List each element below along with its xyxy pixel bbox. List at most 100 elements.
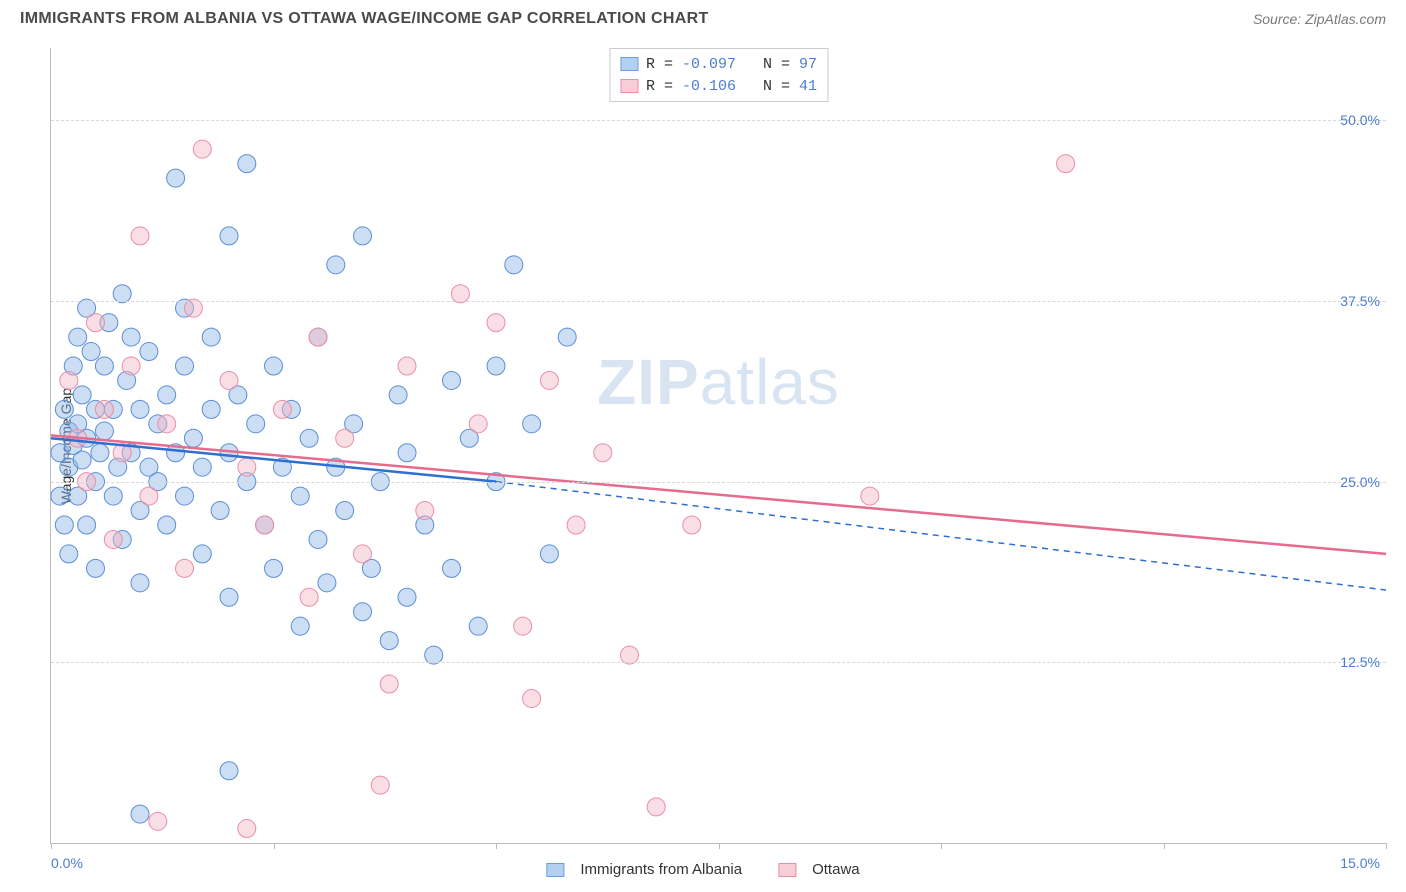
data-point bbox=[291, 617, 309, 635]
data-point bbox=[273, 400, 291, 418]
data-point bbox=[487, 314, 505, 332]
data-point bbox=[238, 155, 256, 173]
data-point bbox=[567, 516, 585, 534]
gridline-h bbox=[51, 662, 1386, 663]
legend-label-series-2: Ottawa bbox=[812, 861, 860, 878]
y-tick-label: 37.5% bbox=[1340, 293, 1380, 309]
data-point bbox=[647, 798, 665, 816]
scatter-plot-svg bbox=[51, 48, 1386, 843]
data-point bbox=[149, 812, 167, 830]
data-point bbox=[523, 415, 541, 433]
data-point bbox=[861, 487, 879, 505]
data-point bbox=[202, 328, 220, 346]
trend-line-extrapolated bbox=[496, 482, 1386, 590]
data-point bbox=[131, 400, 149, 418]
data-point bbox=[104, 530, 122, 548]
data-point bbox=[487, 357, 505, 375]
data-point bbox=[55, 400, 73, 418]
legend-item-series-1: Immigrants from Albania bbox=[546, 861, 742, 878]
data-point bbox=[443, 559, 461, 577]
data-point bbox=[87, 559, 105, 577]
legend-item-series-2: Ottawa bbox=[778, 861, 860, 878]
data-point bbox=[220, 371, 238, 389]
data-point bbox=[398, 588, 416, 606]
data-point bbox=[247, 415, 265, 433]
data-point bbox=[140, 487, 158, 505]
data-point bbox=[60, 371, 78, 389]
data-point bbox=[122, 328, 140, 346]
data-point bbox=[91, 444, 109, 462]
y-tick-label: 25.0% bbox=[1340, 474, 1380, 490]
data-point bbox=[176, 357, 194, 375]
data-point bbox=[95, 400, 113, 418]
data-point bbox=[158, 516, 176, 534]
data-point bbox=[131, 227, 149, 245]
data-point bbox=[1057, 155, 1075, 173]
data-point bbox=[380, 632, 398, 650]
data-point bbox=[291, 487, 309, 505]
data-point bbox=[309, 328, 327, 346]
x-tick bbox=[1386, 843, 1387, 849]
data-point bbox=[220, 588, 238, 606]
data-point bbox=[309, 530, 327, 548]
data-point bbox=[131, 574, 149, 592]
data-point bbox=[87, 314, 105, 332]
data-point bbox=[167, 169, 185, 187]
data-point bbox=[184, 429, 202, 447]
data-point bbox=[202, 400, 220, 418]
data-point bbox=[389, 386, 407, 404]
data-point bbox=[176, 487, 194, 505]
data-point bbox=[193, 545, 211, 563]
gridline-h bbox=[51, 120, 1386, 121]
chart-header: IMMIGRANTS FROM ALBANIA VS OTTAWA WAGE/I… bbox=[0, 0, 1406, 36]
y-tick-label: 12.5% bbox=[1340, 654, 1380, 670]
y-tick-label: 50.0% bbox=[1340, 112, 1380, 128]
data-point bbox=[69, 328, 87, 346]
data-point bbox=[220, 227, 238, 245]
data-point bbox=[104, 487, 122, 505]
swatch-series-1 bbox=[620, 57, 638, 71]
data-point bbox=[60, 545, 78, 563]
data-point bbox=[336, 429, 354, 447]
series-legend: Immigrants from Albania Ottawa bbox=[546, 861, 859, 878]
data-point bbox=[95, 357, 113, 375]
x-tick bbox=[719, 843, 720, 849]
data-point bbox=[265, 559, 283, 577]
x-tick bbox=[1164, 843, 1165, 849]
x-tick bbox=[51, 843, 52, 849]
data-point bbox=[73, 386, 91, 404]
data-point bbox=[51, 487, 69, 505]
chart-title: IMMIGRANTS FROM ALBANIA VS OTTAWA WAGE/I… bbox=[20, 10, 709, 28]
data-point bbox=[193, 140, 211, 158]
data-point bbox=[211, 502, 229, 520]
gridline-h bbox=[51, 482, 1386, 483]
data-point bbox=[318, 574, 336, 592]
trend-line bbox=[51, 435, 1386, 554]
data-point bbox=[82, 343, 100, 361]
data-point bbox=[238, 820, 256, 838]
data-point bbox=[176, 559, 194, 577]
data-point bbox=[55, 516, 73, 534]
data-point bbox=[354, 545, 372, 563]
data-point bbox=[380, 675, 398, 693]
data-point bbox=[131, 805, 149, 823]
source-attribution: Source: ZipAtlas.com bbox=[1253, 11, 1386, 27]
data-point bbox=[140, 343, 158, 361]
data-point bbox=[265, 357, 283, 375]
gridline-h bbox=[51, 301, 1386, 302]
data-point bbox=[523, 689, 541, 707]
x-tick-label-min: 0.0% bbox=[51, 855, 83, 871]
data-point bbox=[300, 588, 318, 606]
data-point bbox=[336, 502, 354, 520]
swatch-series-2-bottom bbox=[778, 863, 796, 877]
data-point bbox=[193, 458, 211, 476]
data-point bbox=[443, 371, 461, 389]
data-point bbox=[78, 516, 96, 534]
x-tick bbox=[496, 843, 497, 849]
data-point bbox=[594, 444, 612, 462]
data-point bbox=[256, 516, 274, 534]
data-point bbox=[95, 422, 113, 440]
data-point bbox=[158, 415, 176, 433]
correlation-legend: R = -0.097 N = 97 R = -0.106 N = 41 bbox=[609, 48, 828, 102]
data-point bbox=[540, 371, 558, 389]
